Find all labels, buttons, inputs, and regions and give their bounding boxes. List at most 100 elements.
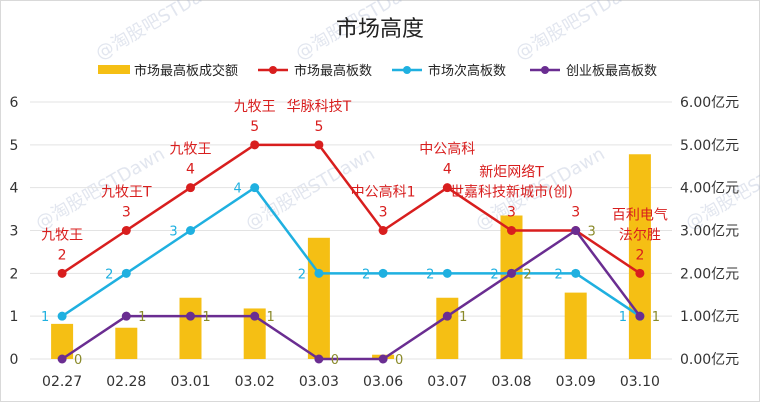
data-label-chinext: 1	[202, 310, 210, 325]
x-tick-label: 03.07	[427, 374, 467, 390]
x-tick-label: 03.08	[491, 374, 531, 390]
series-line	[61, 229, 641, 361]
stock-annotation: 九牧王	[170, 142, 212, 158]
data-label-secondary: 2	[362, 267, 370, 282]
series-point	[186, 226, 195, 235]
series-point	[442, 183, 452, 193]
legend-swatch-bar	[98, 65, 130, 74]
series-point	[635, 311, 645, 321]
stock-annotation: 华脉科技T	[287, 99, 352, 115]
chart-title: 市场高度	[336, 17, 424, 42]
series-point	[314, 268, 324, 278]
x-tick-label: 03.03	[299, 374, 339, 390]
y-right-tick-label: 1.00亿元	[680, 309, 739, 325]
data-label-max: 3	[571, 205, 580, 221]
stock-annotation: 法尔胜	[619, 227, 661, 243]
y-left-tick-label: 3	[10, 224, 19, 240]
y-left-tick-label: 2	[10, 266, 19, 282]
data-label-chinext: 1	[459, 310, 467, 325]
y-right-tick-label: 6.00亿元	[680, 95, 739, 111]
x-tick-label: 03.01	[170, 374, 210, 390]
series-point	[314, 140, 324, 150]
series-point	[507, 226, 516, 235]
data-label-chinext: 0	[395, 353, 403, 368]
y-right-tick-label: 4.00亿元	[680, 181, 739, 197]
series-point	[507, 268, 516, 278]
x-tick-label: 03.06	[363, 374, 403, 390]
x-tick-label: 02.28	[106, 374, 146, 390]
data-label-secondary: 2	[298, 267, 306, 282]
data-label-max: 5	[314, 119, 323, 135]
series-point	[57, 268, 67, 278]
series-point	[250, 311, 260, 321]
stock-annotation: 九牧王	[41, 227, 83, 243]
data-label-secondary: 2	[490, 267, 498, 282]
x-tick-label: 03.02	[235, 374, 275, 390]
y-right-tick-label: 2.00亿元	[680, 266, 739, 282]
y-left-tick-label: 1	[10, 309, 19, 325]
series-point	[635, 268, 645, 278]
legend-entry: 市场最高板成交额	[134, 63, 238, 79]
stock-annotation: 九牧王	[234, 99, 276, 115]
series-point	[250, 183, 260, 193]
legend-entry: 创业板最高板数	[566, 63, 657, 79]
stock-annotation: 中公高科	[419, 141, 475, 158]
legend: 市场最高板成交额 市场最高板数 市场次高板数 创业板最高板数	[98, 63, 657, 79]
y-left-tick-label: 5	[10, 138, 19, 154]
y-left-tick-label: 0	[10, 352, 19, 368]
series-line	[61, 186, 641, 318]
bar	[179, 297, 202, 359]
data-label-chinext: 3	[588, 225, 596, 240]
legend-entry: 市场最高板数	[294, 63, 372, 79]
stock-annotation: 九牧王T	[101, 185, 152, 201]
series-point	[121, 268, 131, 278]
data-label-secondary: 2	[426, 267, 434, 282]
stock-annotation: 百利电气	[612, 207, 668, 223]
x-tick-label: 03.10	[620, 374, 660, 390]
data-label-max: 3	[122, 205, 131, 221]
line-series	[57, 140, 645, 364]
series-point	[314, 354, 324, 364]
data-label-max: 4	[186, 162, 195, 178]
series-point	[186, 311, 195, 321]
series-point	[378, 268, 388, 278]
data-label-max: 2	[58, 247, 67, 263]
data-label-max: 4	[443, 162, 452, 178]
bar	[564, 292, 587, 359]
y-right-tick-label: 3.00亿元	[680, 224, 739, 240]
series-point	[186, 183, 195, 193]
watermark-text: @淘股吧STDawn	[512, 0, 648, 64]
data-label-max: 3	[507, 205, 516, 221]
series-point	[57, 311, 67, 321]
stock-annotation: 世嘉科技新城市(创)	[450, 184, 573, 201]
data-label-chinext: 1	[138, 310, 146, 325]
y-left-tick-label: 4	[10, 181, 19, 197]
watermark-text: @淘股吧STDawn	[92, 0, 228, 64]
series-point	[571, 226, 581, 235]
y-right-tick-label: 0.00亿元	[680, 352, 739, 368]
x-tick-label: 02.27	[42, 374, 82, 390]
stock-annotation: 新炬网络T	[479, 165, 544, 181]
legend-swatch-marker	[403, 66, 411, 74]
data-label-chinext: 2	[523, 267, 531, 282]
series-point	[442, 268, 452, 278]
series-point	[378, 354, 388, 364]
data-label-secondary: 1	[619, 310, 627, 325]
data-label-max: 5	[250, 119, 259, 135]
data-label-chinext: 0	[74, 353, 82, 368]
series-point	[378, 226, 388, 235]
legend-swatch-marker	[541, 66, 549, 74]
legend-entry: 市场次高板数	[428, 63, 506, 79]
data-label-max: 3	[379, 205, 388, 221]
series-line	[61, 143, 641, 275]
data-label-secondary: 3	[169, 225, 177, 240]
bar	[436, 297, 459, 359]
series-point	[57, 354, 67, 364]
y-right-tick-label: 5.00亿元	[680, 138, 739, 154]
axes: 0 1 2 3 4 5 6 0.00亿元 1.00亿元 2.00亿元 3.00亿元 4.00亿元 5.0…	[10, 95, 740, 390]
bar	[307, 237, 330, 359]
series-point	[250, 140, 260, 150]
bar	[51, 323, 74, 359]
data-label-chinext: 1	[652, 310, 660, 325]
